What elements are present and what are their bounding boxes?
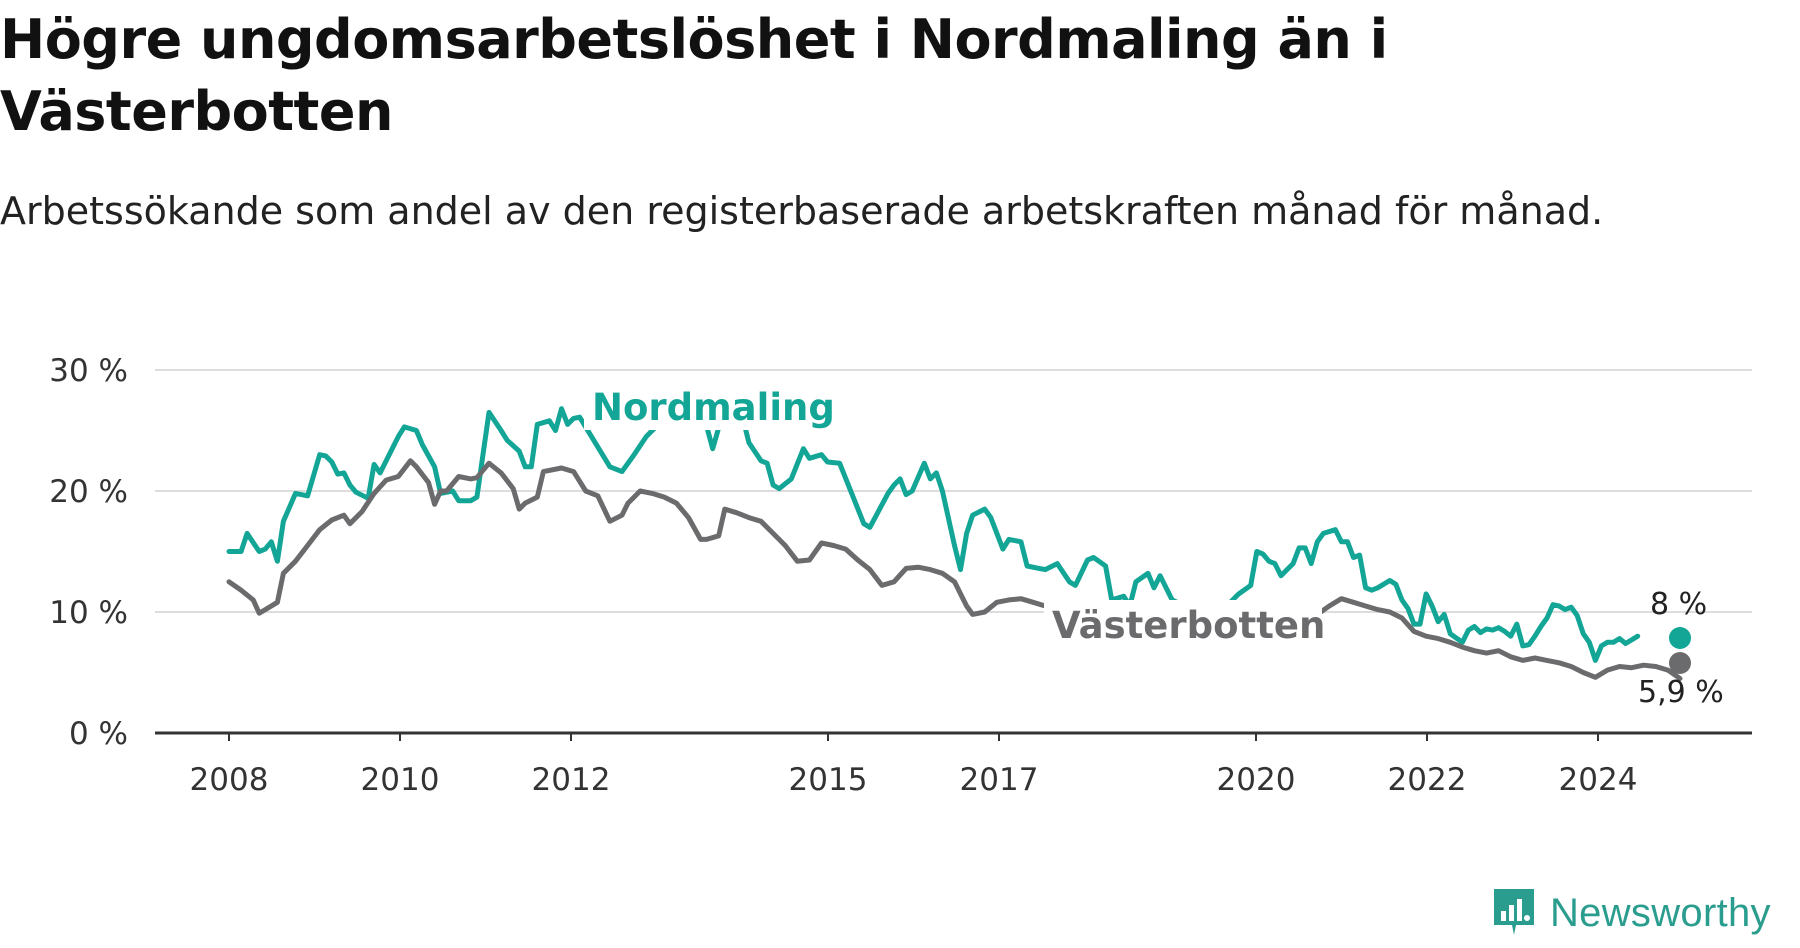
- newsworthy-logo-icon: [1494, 889, 1534, 935]
- x-tick-label: 2024: [1559, 762, 1638, 798]
- x-tick-label: 2008: [190, 762, 269, 798]
- x-axis-ticks: 2008 2010 2012 2015 2017 2020 2022 2024: [190, 733, 1638, 798]
- series-end-label: 8 %: [1650, 587, 1707, 622]
- x-tick-label: 2010: [361, 762, 440, 798]
- x-tick-label: 2012: [532, 762, 611, 798]
- series-end-point: [1669, 627, 1691, 649]
- series-label: Västerbotten: [1052, 604, 1325, 647]
- y-tick-label: 10 %: [49, 595, 128, 631]
- x-tick-label: 2022: [1388, 762, 1467, 798]
- series-end-label: 5,9 %: [1638, 675, 1724, 710]
- page-subtitle: Arbetssökande som andel av den registerb…: [0, 189, 1604, 233]
- x-tick-label: 2020: [1217, 762, 1296, 798]
- series-line-vasterbotten: [226, 458, 1683, 681]
- series-line-nordmaling: [226, 391, 1641, 663]
- series-label: Nordmaling: [592, 386, 835, 429]
- brand-logo: Newsworthy: [1490, 885, 1771, 941]
- brand-name: Newsworthy: [1550, 890, 1771, 935]
- x-tick-label: 2015: [789, 762, 868, 798]
- series-end-point: [1669, 652, 1691, 674]
- series-lines: [226, 391, 1691, 681]
- series-label-halo: [1044, 600, 1322, 648]
- x-tick-label: 2017: [960, 762, 1039, 798]
- series-label-halo: [584, 382, 834, 430]
- grid-lines: [155, 369, 1752, 613]
- y-tick-label: 20 %: [49, 474, 128, 510]
- series-labels: Nordmaling 8 % Västerbotten 5,9 %: [584, 382, 1724, 710]
- y-tick-label: 30 %: [49, 353, 128, 389]
- y-axis-ticks: 0 % 10 % 20 % 30 %: [49, 353, 128, 752]
- page-title: Högre ungdomsarbetslöshet i Nordmaling ä…: [0, 8, 1388, 143]
- y-tick-label: 0 %: [69, 716, 128, 752]
